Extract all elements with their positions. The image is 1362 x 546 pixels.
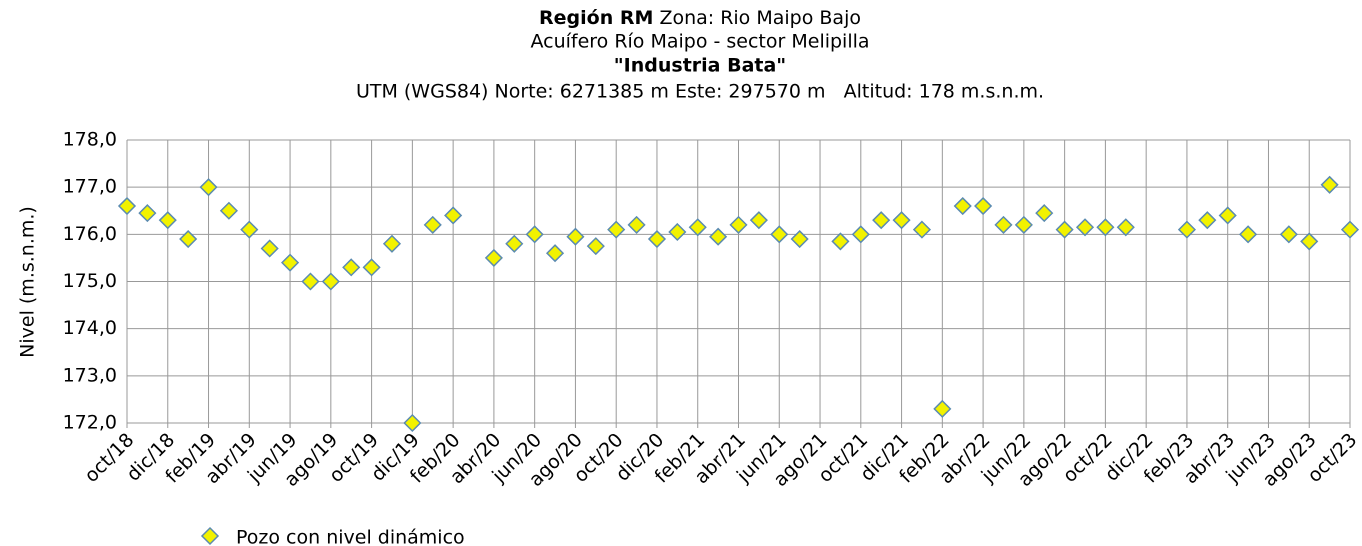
data-point (1218, 206, 1237, 225)
data-point (362, 258, 381, 277)
data-point (790, 229, 809, 249)
data-point (281, 253, 300, 272)
data-point (566, 227, 585, 246)
data-point (545, 244, 565, 263)
data-point (219, 201, 238, 220)
data-point (709, 227, 728, 246)
data-point (933, 399, 952, 418)
data-point (851, 225, 870, 244)
title-bold: Región RM (539, 7, 653, 29)
y-axis-label: Nivel (m.s.n.m.) (17, 206, 39, 358)
data-point (505, 234, 524, 253)
y-tick-label: 173,0 (63, 364, 117, 386)
data-point (158, 211, 177, 230)
data-point (607, 220, 626, 239)
data-point (1055, 220, 1074, 239)
y-tick-label: 174,0 (63, 317, 117, 339)
title-rest: Zona: Rio Maipo Bajo (659, 7, 861, 29)
data-point (729, 215, 748, 234)
data-point (994, 215, 1013, 234)
data-point (1177, 220, 1196, 239)
y-tick-label: 176,0 (63, 223, 117, 245)
data-point (484, 248, 503, 267)
data-point (342, 258, 361, 277)
chart-title: Región RM Zona: Rio Maipo Bajo (539, 7, 861, 29)
data-point (688, 218, 707, 237)
data-point (525, 225, 544, 244)
data-point (423, 215, 442, 234)
y-tick-label: 172,0 (63, 412, 117, 434)
data-point (912, 220, 932, 239)
data-point (1340, 220, 1360, 239)
data-point (1014, 215, 1033, 234)
data-point (1096, 218, 1115, 237)
data-point (403, 413, 422, 433)
y-tick-label: 178,0 (63, 129, 117, 151)
data-point (444, 206, 463, 225)
data-point (749, 211, 768, 230)
data-point (1320, 175, 1339, 194)
chart-subtitle: Acuífero Río Maipo - sector Melipilla (530, 31, 869, 53)
legend-marker (200, 526, 220, 546)
data-point (872, 211, 891, 230)
data-point (627, 215, 646, 234)
data-point (321, 272, 340, 291)
data-point (117, 196, 137, 216)
y-tick-label: 175,0 (63, 270, 117, 292)
data-point (179, 229, 198, 249)
data-point (647, 229, 667, 249)
location: UTM (WGS84) Norte: 6271385 m Este: 29757… (356, 81, 1044, 103)
data-point (1035, 204, 1054, 223)
data-point (240, 220, 259, 239)
data-point (668, 222, 687, 242)
data-point (199, 178, 218, 197)
y-tick-label: 177,0 (63, 176, 117, 198)
legend-label: Pozo con nivel dinámico (236, 527, 465, 546)
data-point (770, 225, 789, 244)
data-point (1075, 218, 1095, 237)
data-point (1300, 232, 1319, 251)
data-point (260, 239, 279, 258)
data-point (974, 196, 993, 216)
data-point (382, 234, 402, 253)
data-point (1116, 218, 1135, 237)
data-point (301, 272, 320, 291)
data-point (138, 204, 157, 223)
data-point (1279, 225, 1298, 244)
well-name: "Industria Bata" (614, 55, 786, 77)
data-point (831, 232, 850, 251)
data-point (1198, 211, 1217, 230)
data-point (892, 211, 911, 230)
data-point (586, 237, 605, 256)
data-point (1239, 225, 1258, 244)
data-point (953, 196, 972, 216)
